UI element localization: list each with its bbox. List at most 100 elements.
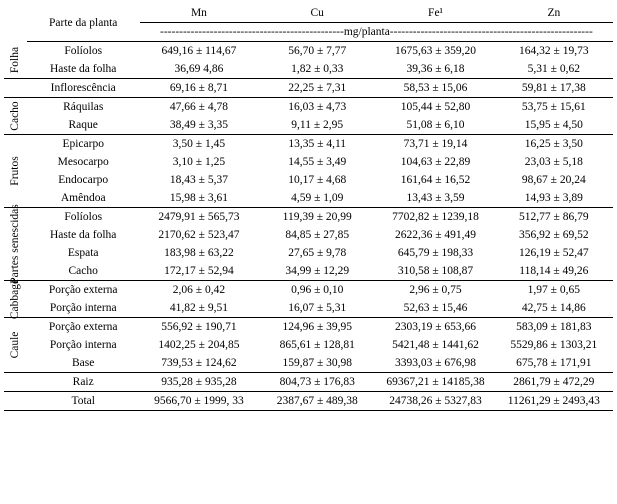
cell-value: 36,69 4,86 xyxy=(140,60,258,79)
row-label: Haste da folha xyxy=(27,60,140,79)
cell-value: 126,19 ± 52,47 xyxy=(495,244,613,262)
table-row: Base739,53 ± 124,62159,87 ± 30,983393,03… xyxy=(4,354,613,373)
col-cu: Cu xyxy=(258,4,376,23)
cell-value: 41,82 ± 9,51 xyxy=(140,299,258,318)
cell-value: 739,53 ± 124,62 xyxy=(140,354,258,373)
table-row: Haste da folha2170,62 ± 523,4784,85 ± 27… xyxy=(4,226,613,244)
cell-value: 13,43 ± 3,59 xyxy=(376,189,494,208)
cell-value: 13,35 ± 4,11 xyxy=(258,135,376,154)
cell-value: 38,49 ± 3,35 xyxy=(140,116,258,135)
cell-value: 2622,36 ± 491,49 xyxy=(376,226,494,244)
cell-value: 14,55 ± 3,49 xyxy=(258,153,376,171)
cell-value: 73,71 ± 19,14 xyxy=(376,135,494,154)
cell-value: 27,65 ± 9,78 xyxy=(258,244,376,262)
cell-value: 118,14 ± 49,26 xyxy=(495,262,613,281)
cell-value: 0,96 ± 0,10 xyxy=(258,281,376,300)
cell-value: 119,39 ± 20,99 xyxy=(258,208,376,227)
table-row: Espata183,98 ± 63,2227,65 ± 9,78645,79 ±… xyxy=(4,244,613,262)
cell-value: 512,77 ± 86,79 xyxy=(495,208,613,227)
table-row: Porção interna41,82 ± 9,5116,07 ± 5,3152… xyxy=(4,299,613,318)
row-label: Ráquilas xyxy=(27,98,140,117)
cell-value: 556,92 ± 190,71 xyxy=(140,318,258,337)
group-label xyxy=(4,373,27,392)
cell-value: 53,75 ± 15,61 xyxy=(495,98,613,117)
cell-value: 645,79 ± 198,33 xyxy=(376,244,494,262)
cell-value: 1,97 ± 0,65 xyxy=(495,281,613,300)
cell-value: 865,61 ± 128,81 xyxy=(258,336,376,354)
cell-value: 98,67 ± 20,24 xyxy=(495,171,613,189)
cell-value: 5529,86 ± 1303,21 xyxy=(495,336,613,354)
cell-value: 2861,79 ± 472,29 xyxy=(495,373,613,392)
row-label: Porção interna xyxy=(27,299,140,318)
table-row: CabbagePorção externa2,06 ± 0,420,96 ± 0… xyxy=(4,281,613,300)
cell-value: 3393,03 ± 676,98 xyxy=(376,354,494,373)
cell-value: 84,85 ± 27,85 xyxy=(258,226,376,244)
cell-value: 14,93 ± 3,89 xyxy=(495,189,613,208)
cell-value: 3,10 ± 1,25 xyxy=(140,153,258,171)
cell-value: 18,43 ± 5,37 xyxy=(140,171,258,189)
col-zn: Zn xyxy=(495,4,613,23)
table-row: Cacho172,17 ± 52,9434,99 ± 12,29310,58 ±… xyxy=(4,262,613,281)
cell-value: 1402,25 ± 204,85 xyxy=(140,336,258,354)
cell-value: 11261,29 ± 2493,43 xyxy=(495,392,613,411)
cell-value: 22,25 ± 7,31 xyxy=(258,79,376,98)
row-label: Porção externa xyxy=(27,318,140,337)
cell-value: 52,63 ± 15,46 xyxy=(376,299,494,318)
cell-value: 2479,91 ± 565,73 xyxy=(140,208,258,227)
cell-value: 2,06 ± 0,42 xyxy=(140,281,258,300)
table-row: Amêndoa15,98 ± 3,614,59 ± 1,0913,43 ± 3,… xyxy=(4,189,613,208)
row-label: Haste da folha xyxy=(27,226,140,244)
cell-value: 56,70 ± 7,77 xyxy=(258,42,376,61)
cell-value: 172,17 ± 52,94 xyxy=(140,262,258,281)
group-label: Folha xyxy=(4,42,27,79)
row-label: Porção interna xyxy=(27,336,140,354)
table-row: Endocarpo18,43 ± 5,3710,17 ± 4,68161,64 … xyxy=(4,171,613,189)
table-row: CachoRáquilas47,66 ± 4,7816,03 ± 4,73105… xyxy=(4,98,613,117)
col-parte: Parte da planta xyxy=(27,4,140,42)
row-label: Endocarpo xyxy=(27,171,140,189)
cell-value: 2,96 ± 0,75 xyxy=(376,281,494,300)
cell-value: 2303,19 ± 653,66 xyxy=(376,318,494,337)
row-label: Raiz xyxy=(27,373,140,392)
cell-value: 15,95 ± 4,50 xyxy=(495,116,613,135)
cell-value: 3,50 ± 1,45 xyxy=(140,135,258,154)
cell-value: 7702,82 ± 1239,18 xyxy=(376,208,494,227)
row-label: Amêndoa xyxy=(27,189,140,208)
row-label: Folíolos xyxy=(27,208,140,227)
cell-value: 10,17 ± 4,68 xyxy=(258,171,376,189)
table-row: Raque38,49 ± 3,359,11 ± 2,9551,08 ± 6,10… xyxy=(4,116,613,135)
group-label xyxy=(4,79,27,98)
cell-value: 164,32 ± 19,73 xyxy=(495,42,613,61)
table-row: Mesocarpo3,10 ± 1,2514,55 ± 3,49104,63 ±… xyxy=(4,153,613,171)
table-row: Raiz935,28 ± 935,28804,73 ± 176,8369367,… xyxy=(4,373,613,392)
cell-value: 34,99 ± 12,29 xyxy=(258,262,376,281)
micronutrient-table: Parte da planta Mn Cu Fe¹ Zn -----------… xyxy=(4,4,613,411)
col-mn: Mn xyxy=(140,4,258,23)
total-row: Total9566,70 ± 1999, 332387,67 ± 489,382… xyxy=(4,392,613,411)
table-row: Haste da folha36,69 4,861,82 ± 0,3339,36… xyxy=(4,60,613,79)
total-label: Total xyxy=(27,392,140,411)
col-fe: Fe¹ xyxy=(376,4,494,23)
cell-value: 124,96 ± 39,95 xyxy=(258,318,376,337)
cell-value: 159,87 ± 30,98 xyxy=(258,354,376,373)
row-label: Raque xyxy=(27,116,140,135)
cell-value: 1,82 ± 0,33 xyxy=(258,60,376,79)
unit-line: ----------------------------------------… xyxy=(140,23,613,42)
cell-value: 2387,67 ± 489,38 xyxy=(258,392,376,411)
table-row: FrutosEpicarpo3,50 ± 1,4513,35 ± 4,1173,… xyxy=(4,135,613,154)
cell-value: 935,28 ± 935,28 xyxy=(140,373,258,392)
cell-value: 1675,63 ± 359,20 xyxy=(376,42,494,61)
cell-value: 2170,62 ± 523,47 xyxy=(140,226,258,244)
row-label: Cacho xyxy=(27,262,140,281)
cell-value: 58,53 ± 15,06 xyxy=(376,79,494,98)
group-label: Partes senescidas xyxy=(4,208,27,281)
cell-value: 51,08 ± 6,10 xyxy=(376,116,494,135)
cell-value: 47,66 ± 4,78 xyxy=(140,98,258,117)
row-label: Epicarpo xyxy=(27,135,140,154)
row-label: Porção externa xyxy=(27,281,140,300)
group-label: Cabbage xyxy=(4,281,27,318)
cell-value: 42,75 ± 14,86 xyxy=(495,299,613,318)
cell-value: 69367,21 ± 14185,38 xyxy=(376,373,494,392)
cell-value: 69,16 ± 8,71 xyxy=(140,79,258,98)
cell-value: 9566,70 ± 1999, 33 xyxy=(140,392,258,411)
